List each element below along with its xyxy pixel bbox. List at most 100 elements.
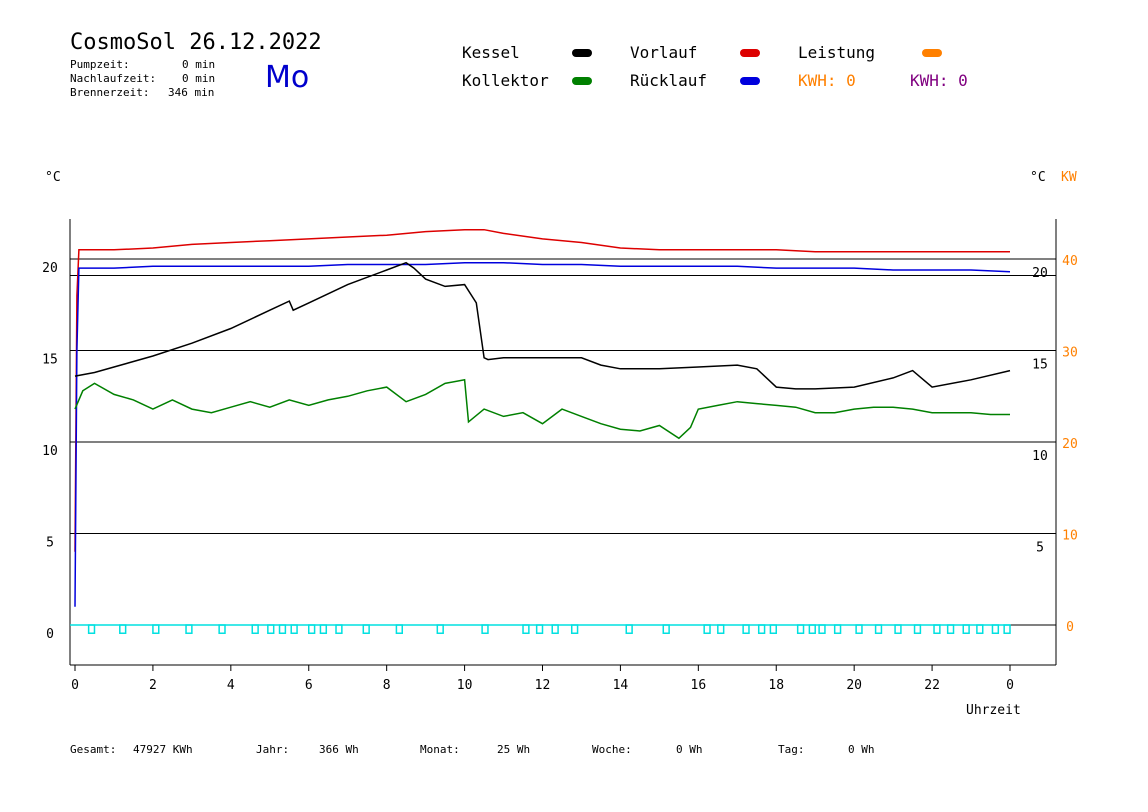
stat-woche-label: Woche:	[592, 743, 632, 756]
x-tick-label: 0	[1006, 678, 1014, 693]
x-tick-label: 8	[383, 678, 391, 693]
pump-pulse	[362, 624, 370, 634]
series-kessel	[74, 261, 1011, 390]
right-temp-label: 15	[1032, 358, 1048, 373]
pump-pulse	[185, 624, 193, 634]
pump-pulse	[769, 624, 777, 634]
pump-pulse	[757, 624, 766, 634]
x-tick-label: 10	[457, 678, 473, 693]
pump-time-label: Pumpzeit:	[70, 58, 130, 71]
pump-pulse	[481, 624, 489, 634]
stat-monat-value: 25 Wh	[497, 743, 531, 756]
burner-time-label: Brennerzeit:	[70, 86, 150, 99]
series-kollektor	[74, 378, 1010, 440]
afterrun-time-label: Nachlaufzeit:	[70, 72, 157, 85]
legend-kollektor: Kollektor	[462, 71, 549, 90]
x-tick-label: 20	[846, 678, 862, 693]
pump-pulse	[742, 624, 750, 634]
stat-tag-label: Tag:	[778, 743, 805, 756]
x-tick-label: 6	[305, 678, 313, 693]
y-tick-label: 20	[42, 261, 58, 276]
x-tick-label: 22	[924, 678, 940, 693]
y-tick-label: 5	[46, 536, 54, 551]
x-tick-label: 2	[149, 678, 157, 693]
pump-pulse	[522, 624, 530, 634]
legend-vorlauf-swatch	[740, 49, 760, 57]
x-axis-label: Uhrzeit	[966, 703, 1021, 718]
pump-pulse	[278, 624, 287, 634]
pump-pulse	[1003, 624, 1011, 634]
pump-pulse	[796, 624, 805, 634]
pump-pulse	[962, 624, 970, 634]
pump-pulse	[251, 624, 259, 634]
x-tick-label: 18	[768, 678, 784, 693]
y-tick-label: 0	[46, 627, 54, 642]
kw-tick-label: 20	[1062, 437, 1078, 452]
pump-pulse	[991, 624, 1000, 634]
stat-monat-label: Monat:	[420, 743, 460, 756]
y-tick-label: 10	[42, 444, 58, 459]
legend-kessel-swatch	[572, 49, 592, 57]
pump-pulse	[335, 624, 343, 634]
pump-pulse	[290, 624, 298, 634]
y-tick-label: 15	[42, 353, 58, 368]
legend-kollektor-swatch	[572, 77, 592, 85]
stat-gesamt-value: 47927 KWh	[133, 743, 193, 756]
pump-pulse	[119, 624, 127, 634]
pump-pulse	[218, 624, 226, 634]
page-title: CosmoSol 26.12.2022	[70, 30, 322, 55]
burner-time-value: 346 min	[168, 86, 215, 99]
legend-leistung-swatch	[922, 49, 942, 57]
right-temp-label: 5	[1036, 541, 1044, 556]
series-vorlauf	[74, 228, 1010, 552]
stat-gesamt-label: Gesamt:	[70, 743, 117, 756]
stat-jahr-value: 366 Wh	[319, 743, 359, 756]
legend-kwh-burner: KWH: 0	[910, 71, 968, 90]
pump-pulse	[913, 624, 922, 634]
legend-leistung: Leistung	[798, 43, 876, 62]
stat-tag-value: 0 Wh	[848, 743, 875, 756]
legend-ruecklauf: Rücklauf	[630, 71, 708, 90]
legend-vorlauf: Vorlauf	[630, 43, 698, 62]
right-temp-label: 20	[1032, 266, 1048, 281]
pump-pulse	[808, 624, 816, 634]
pump-pulse	[894, 624, 902, 634]
pump-pulse	[308, 624, 316, 634]
pump-pulse	[152, 624, 160, 634]
pump-pulse	[551, 624, 559, 634]
x-tick-label: 16	[691, 678, 707, 693]
pump-pulse	[717, 624, 725, 634]
kw-tick-label: 10	[1062, 529, 1078, 544]
x-tick-label: 0	[71, 678, 79, 693]
kw-tick-label: 0	[1066, 620, 1074, 635]
pump-pulse	[933, 624, 941, 634]
afterrun-time-value: 0 min	[182, 72, 216, 85]
pump-pulse	[535, 624, 544, 634]
y-axis-label-right: °C	[1030, 170, 1046, 185]
pump-time-value: 0 min	[182, 58, 216, 71]
pump-pulse	[395, 624, 403, 634]
pump-pulse	[818, 624, 826, 634]
pump-pulse	[625, 624, 633, 634]
right-temp-label: 10	[1032, 449, 1048, 464]
pump-pulse	[662, 624, 670, 634]
legend-ruecklauf-swatch	[740, 77, 760, 85]
x-tick-label: 4	[227, 678, 235, 693]
kw-tick-label: 40	[1062, 254, 1078, 269]
pump-pulse	[570, 624, 579, 634]
pump-pulse	[267, 624, 275, 634]
series-rücklauf	[74, 261, 1011, 607]
kw-axis-label: KW	[1061, 170, 1077, 185]
kw-tick-label: 30	[1062, 346, 1078, 361]
pump-pulse	[703, 624, 711, 634]
stat-woche-value: 0 Wh	[676, 743, 703, 756]
pump-pulse	[855, 624, 863, 634]
pump-pulse	[87, 624, 96, 634]
legend-kwh-solar: KWH: 0	[798, 71, 856, 90]
y-axis-label-left: °C	[45, 170, 61, 185]
stat-jahr-label: Jahr:	[256, 743, 290, 756]
x-tick-label: 12	[535, 678, 551, 693]
pump-pulse	[833, 624, 842, 634]
weekday-label: Mo	[265, 60, 310, 95]
